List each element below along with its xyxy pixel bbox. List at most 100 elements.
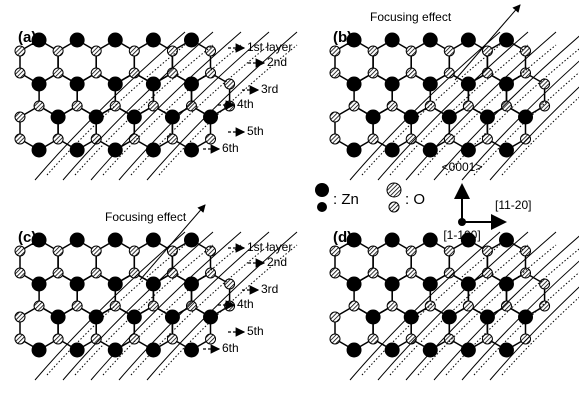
o-atom bbox=[15, 334, 25, 344]
o-atom bbox=[129, 46, 139, 56]
zn-atom bbox=[70, 343, 84, 357]
o-atom bbox=[521, 268, 531, 278]
legend-zn-label: : Zn bbox=[333, 191, 359, 208]
o-atom bbox=[444, 246, 454, 256]
o-atom bbox=[368, 134, 378, 144]
o-atom bbox=[406, 268, 416, 278]
o-atom bbox=[72, 101, 82, 111]
layer-label: 1st layer bbox=[247, 40, 292, 54]
panel-label: (b) bbox=[333, 29, 352, 46]
zn-atom bbox=[423, 77, 437, 91]
layer-label: 1st layer bbox=[247, 240, 292, 254]
zn-atom bbox=[442, 310, 456, 324]
zn-atom bbox=[108, 33, 122, 47]
annotation: Focusing effect bbox=[105, 210, 187, 224]
layer-label: 2nd bbox=[267, 255, 287, 269]
zn-atom bbox=[32, 277, 46, 291]
zn-atom bbox=[70, 233, 84, 247]
axis-view-label: [1-100] bbox=[443, 228, 480, 242]
o-atom bbox=[482, 134, 492, 144]
layer-label: 3rd bbox=[261, 282, 278, 296]
zn-atom bbox=[70, 33, 84, 47]
o-atom bbox=[91, 68, 101, 78]
zn-atom bbox=[385, 77, 399, 91]
zn-atom bbox=[184, 343, 198, 357]
zn-atom bbox=[108, 77, 122, 91]
o-atom bbox=[225, 101, 235, 111]
zn-atom bbox=[461, 277, 475, 291]
zn-atom bbox=[385, 233, 399, 247]
zn-atom bbox=[108, 343, 122, 357]
zn-atom bbox=[347, 77, 361, 91]
zn-atom bbox=[184, 233, 198, 247]
axis-up-label: <0001> bbox=[442, 160, 483, 174]
zn-atom bbox=[51, 110, 65, 124]
o-atom bbox=[91, 246, 101, 256]
zn-atom bbox=[32, 343, 46, 357]
zn-atom bbox=[184, 33, 198, 47]
legend-o-label: : O bbox=[405, 191, 425, 208]
o-atom bbox=[482, 334, 492, 344]
zn-atom bbox=[70, 143, 84, 157]
o-atom bbox=[206, 68, 216, 78]
o-atom bbox=[15, 312, 25, 322]
o-atom bbox=[206, 334, 216, 344]
lattice bbox=[330, 233, 550, 357]
o-atom bbox=[206, 268, 216, 278]
zn-atom bbox=[499, 277, 513, 291]
zn-atom bbox=[146, 233, 160, 247]
zn-atom bbox=[146, 77, 160, 91]
o-atom bbox=[225, 79, 235, 89]
o-atom bbox=[53, 246, 63, 256]
o-atom bbox=[540, 301, 550, 311]
panel-label: (c) bbox=[18, 229, 36, 246]
layer-label: 2nd bbox=[267, 55, 287, 69]
o-atom bbox=[129, 68, 139, 78]
o-atom bbox=[521, 134, 531, 144]
zn-atom bbox=[499, 77, 513, 91]
zn-atom bbox=[347, 143, 361, 157]
o-atom bbox=[15, 46, 25, 56]
zn-atom bbox=[32, 143, 46, 157]
ion-trajectory bbox=[462, 32, 579, 180]
o-atom bbox=[330, 68, 340, 78]
o-atom bbox=[368, 246, 378, 256]
zn-atom bbox=[385, 277, 399, 291]
zn-atom bbox=[127, 310, 141, 324]
zn-atom bbox=[499, 33, 513, 47]
o-atom bbox=[167, 46, 177, 56]
layer-label: 4th bbox=[237, 297, 254, 311]
o-atom bbox=[34, 101, 44, 111]
zn-atom bbox=[146, 343, 160, 357]
o-atom bbox=[521, 334, 531, 344]
zn-atom bbox=[184, 77, 198, 91]
legend-o bbox=[387, 183, 401, 197]
zn-atom bbox=[146, 277, 160, 291]
legend-o-small bbox=[389, 202, 399, 212]
zn-atom bbox=[184, 143, 198, 157]
layer-label: 6th bbox=[222, 341, 239, 355]
o-atom bbox=[15, 134, 25, 144]
o-atom bbox=[540, 279, 550, 289]
o-atom bbox=[406, 46, 416, 56]
ion-trajectory bbox=[462, 232, 579, 380]
o-atom bbox=[167, 334, 177, 344]
o-atom bbox=[330, 134, 340, 144]
legend-zn bbox=[315, 183, 329, 197]
o-atom bbox=[206, 134, 216, 144]
o-atom bbox=[330, 334, 340, 344]
zn-atom bbox=[146, 143, 160, 157]
o-atom bbox=[349, 101, 359, 111]
o-atom bbox=[406, 68, 416, 78]
zn-atom bbox=[461, 33, 475, 47]
o-atom bbox=[330, 312, 340, 322]
o-atom bbox=[72, 301, 82, 311]
zn-atom bbox=[461, 343, 475, 357]
o-atom bbox=[368, 68, 378, 78]
zn-atom bbox=[442, 110, 456, 124]
zn-atom bbox=[366, 110, 380, 124]
o-atom bbox=[387, 301, 397, 311]
o-atom bbox=[53, 134, 63, 144]
legend-zn-small bbox=[317, 202, 327, 212]
o-atom bbox=[15, 68, 25, 78]
